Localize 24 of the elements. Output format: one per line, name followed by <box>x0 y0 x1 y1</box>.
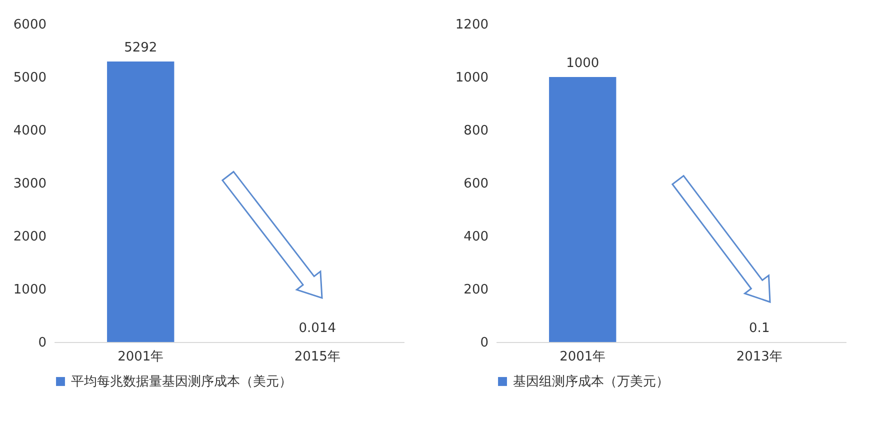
data-label: 5292 <box>124 40 158 56</box>
y-tick-label: 200 <box>464 282 488 298</box>
y-tick-label: 1000 <box>13 282 46 298</box>
data-label: 0.1 <box>749 320 770 336</box>
x-tick-label: 2001年 <box>118 350 164 364</box>
y-tick-label: 2000 <box>13 230 46 244</box>
y-tick-label: 3000 <box>13 176 46 192</box>
y-tick-label: 5000 <box>13 70 46 86</box>
y-tick-label: 1000 <box>455 70 488 86</box>
y-tick-label: 0 <box>38 336 46 350</box>
x-tick-label: 2015年 <box>294 350 340 364</box>
y-tick-label: 0 <box>480 336 488 350</box>
y-tick-label: 6000 <box>13 18 46 32</box>
legend-label: 平均每兆数据量基因测序成本（美元） <box>71 374 292 390</box>
y-tick-label: 400 <box>464 230 488 244</box>
y-tick-label: 4000 <box>13 124 46 138</box>
x-tick-label: 2001年 <box>560 350 606 364</box>
data-label: 0.014 <box>298 321 336 336</box>
y-tick-label: 1200 <box>455 18 488 32</box>
data-label: 1000 <box>566 56 600 71</box>
y-tick-label: 600 <box>464 176 488 192</box>
x-tick-label: 2013年 <box>736 350 782 364</box>
legend-label: 基因组测序成本（万美元） <box>513 374 669 390</box>
y-tick-label: 800 <box>464 124 488 138</box>
